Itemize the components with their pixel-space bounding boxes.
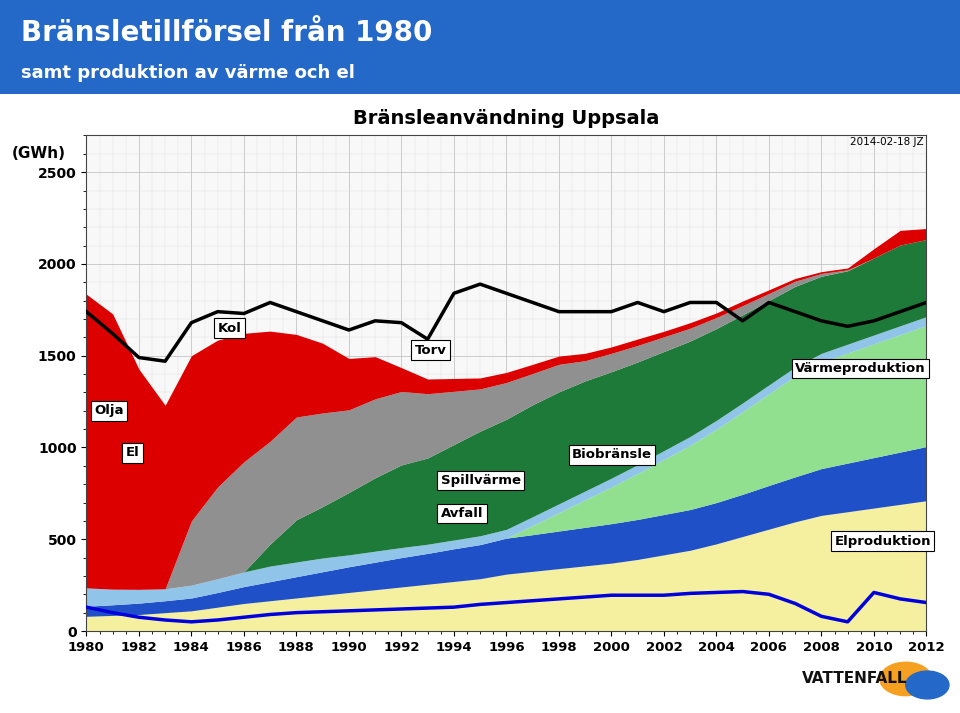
Text: (GWh): (GWh) xyxy=(12,146,65,161)
Circle shape xyxy=(906,671,948,699)
Text: Bränsletillförsel från 1980: Bränsletillförsel från 1980 xyxy=(21,19,433,47)
Text: 2014-02-18 JZ: 2014-02-18 JZ xyxy=(850,137,924,147)
Text: Värmeproduktion: Värmeproduktion xyxy=(795,362,925,375)
Text: Torv: Torv xyxy=(415,344,446,356)
Text: Avfall: Avfall xyxy=(441,507,483,520)
Text: samt produktion av värme och el: samt produktion av värme och el xyxy=(21,64,355,82)
Text: Biobränsle: Biobränsle xyxy=(572,448,652,461)
Text: Olja: Olja xyxy=(94,404,124,417)
Text: Kol: Kol xyxy=(218,322,242,334)
Text: Elproduktion: Elproduktion xyxy=(834,535,931,548)
Title: Bränsleanvändning Uppsala: Bränsleanvändning Uppsala xyxy=(353,109,660,128)
Text: Spillvärme: Spillvärme xyxy=(441,474,520,487)
Text: El: El xyxy=(126,446,139,459)
Text: VATTENFALL: VATTENFALL xyxy=(802,671,907,686)
Circle shape xyxy=(879,662,931,696)
